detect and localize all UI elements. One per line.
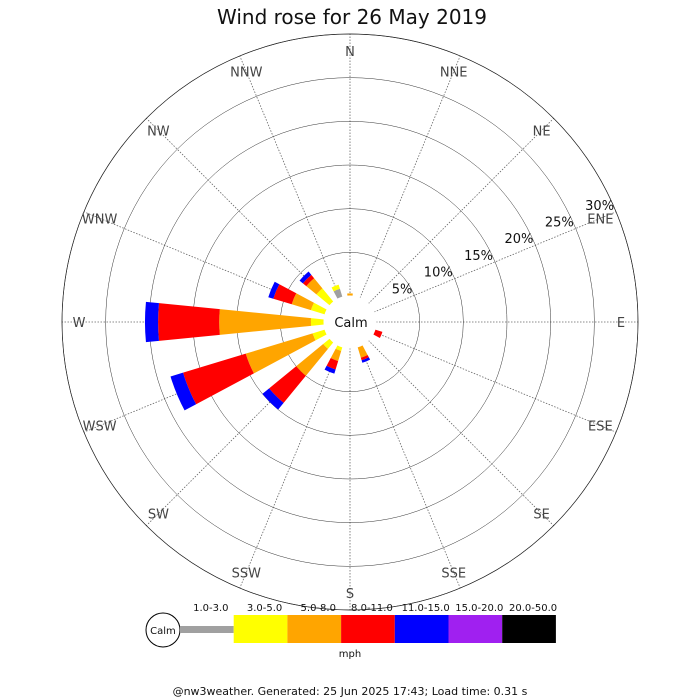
bar-segment-ese-3 (372, 329, 383, 338)
legend-label-0: 1.0-3.0 (193, 603, 228, 614)
bar-segment-w-3 (158, 303, 220, 341)
direction-label-w: W (73, 316, 86, 331)
calm-label: Calm (334, 316, 367, 331)
bar-segment-nnw-1 (331, 284, 340, 292)
direction-label-sw: SW (148, 508, 169, 523)
direction-label-e: E (617, 316, 625, 331)
bar-segment-ssw-3 (326, 358, 339, 370)
ring-labels: 5% 10% 15% 20% 25% 30% (392, 199, 614, 298)
bar-segment-wnw-2 (291, 293, 314, 311)
bar-segment-sse-2 (357, 344, 368, 358)
legend-label-6: 20.0-50.0 (509, 603, 557, 614)
grid-ring (105, 77, 595, 567)
legend-swatch-0 (180, 626, 234, 633)
bar-segment-nw-2 (306, 278, 323, 295)
legend-calm-label: Calm (150, 626, 176, 637)
legend-swatch-1 (233, 615, 288, 643)
wind-bars (144, 271, 383, 411)
legend-label-5: 15.0-20.0 (455, 603, 503, 614)
direction-label-ene: ENE (587, 212, 613, 227)
direction-label-nnw: NNW (230, 66, 262, 81)
direction-label-wnw: WNW (82, 212, 118, 227)
calm-circle (323, 295, 377, 349)
footer-text: @nw3weather. Generated: 25 Jun 2025 17:4… (173, 685, 528, 698)
ring-label: 5% (392, 282, 413, 297)
outer-ring (61, 33, 639, 611)
bar-segment-sw-2 (296, 344, 328, 376)
ring-label: 30% (585, 199, 614, 214)
ring-label: 15% (464, 249, 493, 264)
legend-label-1: 3.0-5.0 (247, 603, 282, 614)
direction-labels: N NNE NE ENE E ESE SE SSE S SSW SW WSW W WNW NW NNW (73, 45, 626, 602)
direction-label-nne: NNE (440, 66, 468, 81)
direction-label-s: S (346, 587, 354, 602)
legend-swatch-2 (287, 615, 342, 643)
legend-swatch-5 (448, 615, 503, 643)
legend-label-4: 11.0-15.0 (402, 603, 450, 614)
direction-label-se: SE (533, 508, 549, 523)
legend-swatch-6 (502, 615, 556, 643)
direction-label-sse: SSE (441, 566, 466, 581)
bar-segment-ssw-4 (324, 365, 336, 374)
direction-label-ese: ESE (588, 420, 613, 435)
direction-label-wsw: WSW (83, 420, 117, 435)
polar-grid (61, 33, 639, 611)
bar-segment-w-1 (310, 318, 325, 326)
bar-segment-sw-4 (262, 388, 284, 410)
bar-segment-nnw-0 (333, 288, 343, 300)
legend-swatch-3 (341, 615, 395, 643)
bar-segment-wsw-2 (245, 333, 316, 374)
bar-segment-w-4 (144, 301, 159, 343)
bar-segment-wnw-3 (273, 284, 297, 305)
direction-label-nw: NW (147, 124, 170, 139)
bar-segment-sw-3 (269, 366, 306, 403)
ring-label: 25% (545, 215, 574, 230)
legend-unit-label: mph (339, 649, 361, 660)
legend-swatch-4 (394, 615, 449, 643)
bar-segment-nw-4 (299, 271, 312, 284)
calm-circle-group: Calm (323, 295, 377, 349)
ring-label: 20% (504, 232, 533, 247)
bar-segment-wnw-1 (310, 302, 328, 315)
bar-segment-wsw-1 (312, 329, 328, 341)
legend-label-2: 5.0-8.0 (301, 603, 336, 614)
bar-segment-w-2 (219, 309, 312, 335)
chart-title: Wind rose for 26 May 2019 (217, 5, 487, 29)
bar-segment-sw-1 (323, 338, 334, 349)
bar-segment-nw-1 (316, 288, 334, 306)
ring-label: 10% (424, 266, 453, 281)
legend: Calm mph 1.0-3.0 3.0-5.0 5.0-8.0 8.0-11.0 11… (145, 603, 557, 660)
direction-label-ne: NE (533, 124, 551, 139)
bar-segment-nw-3 (302, 274, 315, 287)
bar-segment-ssw-2 (330, 348, 342, 362)
bar-segment-sse-4 (361, 357, 371, 363)
bar-segment-wnw-4 (268, 281, 280, 299)
direction-label-ssw: SSW (232, 566, 262, 581)
legend-label-3: 8.0-11.0 (351, 603, 393, 614)
direction-label-n: N (345, 45, 355, 60)
bar-segment-wsw-4 (170, 372, 197, 411)
bar-segment-wsw-3 (183, 353, 254, 405)
bar-segment-n-2 (347, 293, 353, 297)
bar-segment-sse-3 (360, 354, 369, 361)
